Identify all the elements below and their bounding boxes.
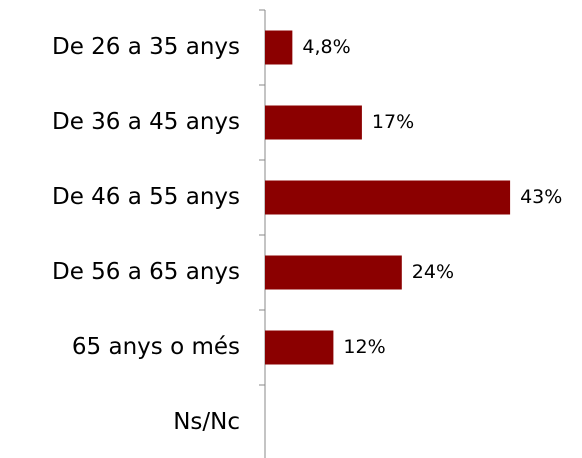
bar: [265, 105, 362, 140]
data-label: 43%: [520, 186, 562, 208]
y-tick-label: De 46 a 55 anys: [52, 184, 240, 210]
y-tick-label: De 36 a 45 anys: [52, 109, 240, 135]
data-label: 4,8%: [302, 36, 350, 58]
bar: [265, 180, 511, 215]
data-label: 17%: [372, 111, 414, 133]
bar: [265, 30, 293, 65]
bar: [265, 330, 334, 365]
data-label: 24%: [412, 261, 454, 283]
bar: [265, 255, 402, 290]
y-tick-label: De 26 a 35 anys: [52, 34, 240, 60]
y-tick-label: 65 anys o més: [72, 334, 240, 360]
y-tick-label: Ns/Nc: [173, 409, 240, 435]
data-label: 12%: [343, 336, 385, 358]
y-tick-label: De 56 a 65 anys: [52, 259, 240, 285]
